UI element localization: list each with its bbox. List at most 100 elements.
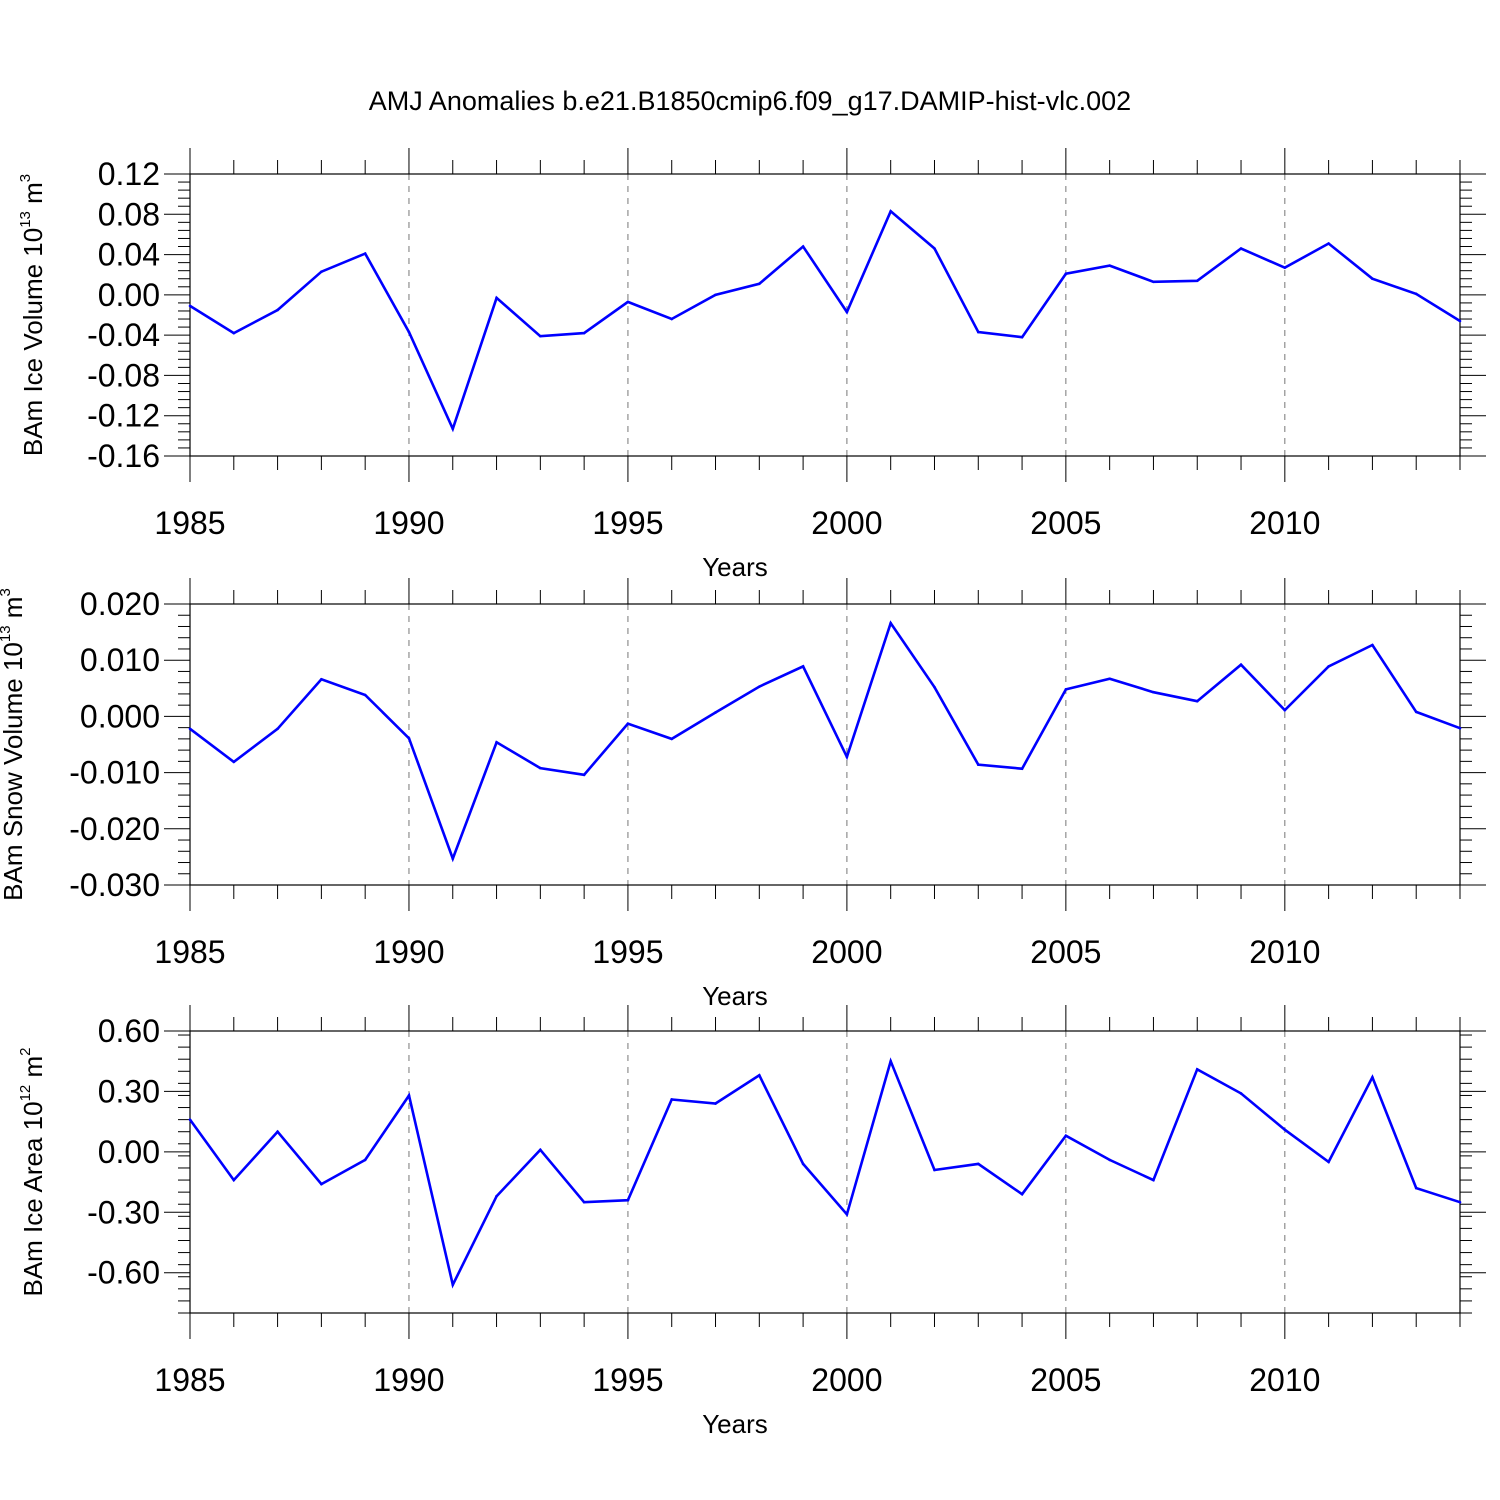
series-line bbox=[189, 209, 1461, 433]
y-tick-label: 0.00 bbox=[98, 277, 160, 313]
y-tick-label: 0.000 bbox=[80, 698, 160, 734]
data-point bbox=[188, 727, 192, 731]
x-tick-label: 2005 bbox=[1030, 1362, 1101, 1398]
plot-frame bbox=[189, 173, 1461, 457]
data-point bbox=[758, 282, 761, 286]
data-point bbox=[626, 722, 630, 726]
data-point bbox=[363, 693, 367, 697]
data-point bbox=[801, 665, 805, 668]
data-point bbox=[582, 1200, 586, 1204]
y-tick-label: -0.30 bbox=[87, 1194, 160, 1230]
y-tick-label: 0.12 bbox=[98, 156, 160, 192]
y-tick-label: 0.020 bbox=[80, 586, 160, 622]
x-tick-label: 1990 bbox=[373, 505, 444, 541]
data-point bbox=[758, 685, 761, 688]
y-axis-label: BAm Ice Area 1012 m2 bbox=[17, 1047, 48, 1296]
x-tick-label: 1995 bbox=[592, 934, 663, 970]
x-tick-label: 1995 bbox=[592, 1362, 663, 1398]
data-point bbox=[232, 331, 236, 335]
x-tick-label: 2000 bbox=[811, 505, 882, 541]
data-point bbox=[495, 740, 498, 744]
data-point bbox=[1371, 277, 1374, 281]
data-point bbox=[539, 766, 542, 770]
x-tick-label: 2010 bbox=[1249, 934, 1320, 970]
data-point bbox=[801, 245, 805, 248]
data-point bbox=[1458, 1200, 1462, 1204]
data-point bbox=[801, 1162, 805, 1166]
data-point bbox=[670, 1098, 674, 1101]
data-point bbox=[1414, 292, 1418, 296]
data-point bbox=[451, 857, 455, 860]
data-point bbox=[976, 763, 980, 767]
data-point bbox=[1414, 1186, 1418, 1190]
y-tick-label: -0.010 bbox=[69, 755, 160, 791]
data-point bbox=[451, 427, 455, 431]
x-axis-label: Years bbox=[702, 981, 768, 1011]
data-point bbox=[933, 247, 936, 250]
data-point bbox=[1108, 1158, 1111, 1162]
data-point bbox=[714, 711, 717, 714]
data-point bbox=[539, 1148, 542, 1152]
panel-1: 1985 1990 1995 2000 2005 2010 -0.16 -0.12 -0.08 -… bbox=[17, 148, 1486, 582]
data-point bbox=[407, 330, 411, 334]
data-point bbox=[626, 1198, 630, 1202]
data-point bbox=[1239, 663, 1243, 666]
data-point bbox=[1239, 1092, 1243, 1095]
data-point bbox=[276, 308, 279, 312]
data-point bbox=[1195, 1067, 1199, 1071]
data-point bbox=[320, 1182, 323, 1186]
x-tick-label: 1990 bbox=[373, 934, 444, 970]
data-point bbox=[976, 1162, 980, 1166]
data-point bbox=[1458, 726, 1462, 730]
data-point bbox=[363, 1158, 367, 1162]
data-point bbox=[276, 727, 279, 731]
data-point bbox=[1152, 280, 1155, 284]
data-point bbox=[1064, 1134, 1068, 1138]
data-point bbox=[495, 296, 498, 300]
data-point bbox=[495, 1194, 498, 1198]
data-point bbox=[582, 331, 586, 335]
x-tick-label: 1985 bbox=[154, 1362, 225, 1398]
y-tick-label: -0.030 bbox=[69, 867, 160, 903]
data-point bbox=[1064, 688, 1068, 691]
y-tick-label: 0.60 bbox=[98, 1013, 160, 1049]
data-point bbox=[276, 1130, 279, 1134]
y-tick-label: -0.04 bbox=[87, 317, 160, 353]
data-point bbox=[1020, 767, 1024, 770]
plot-frame bbox=[189, 603, 1461, 886]
x-tick-label: 2005 bbox=[1030, 505, 1101, 541]
data-point bbox=[845, 755, 849, 759]
figure-title: AMJ Anomalies b.e21.B1850cmip6.f09_g17.D… bbox=[369, 86, 1131, 116]
data-point bbox=[1152, 690, 1155, 694]
data-point bbox=[1195, 699, 1199, 703]
data-point bbox=[670, 317, 674, 321]
data-point bbox=[889, 209, 892, 213]
data-point bbox=[1327, 665, 1330, 668]
x-tick-label: 1985 bbox=[154, 505, 225, 541]
data-point bbox=[845, 310, 849, 314]
data-point bbox=[976, 330, 980, 334]
data-point bbox=[670, 737, 674, 741]
x-tick-label: 2005 bbox=[1030, 934, 1101, 970]
data-point bbox=[1020, 335, 1024, 339]
series-line bbox=[188, 1057, 1461, 1289]
y-tick-label: -0.16 bbox=[87, 438, 160, 474]
x-tick-label: 2000 bbox=[811, 1362, 882, 1398]
data-point bbox=[232, 760, 236, 764]
y-tick-label: 0.04 bbox=[98, 237, 160, 273]
data-point bbox=[1283, 266, 1287, 269]
series-line bbox=[189, 620, 1461, 863]
x-tick-label: 2010 bbox=[1249, 505, 1320, 541]
data-point bbox=[1458, 319, 1462, 323]
x-axis-label: Years bbox=[702, 1409, 768, 1439]
data-point bbox=[714, 293, 717, 297]
data-point bbox=[363, 252, 367, 255]
y-tick-label: 0.010 bbox=[80, 642, 160, 678]
data-point bbox=[714, 1102, 717, 1105]
data-point bbox=[1327, 1160, 1330, 1164]
plot-frame bbox=[189, 1030, 1461, 1314]
data-point bbox=[1283, 708, 1287, 712]
x-tick-label: 2010 bbox=[1249, 1362, 1320, 1398]
data-point bbox=[1152, 1178, 1155, 1182]
